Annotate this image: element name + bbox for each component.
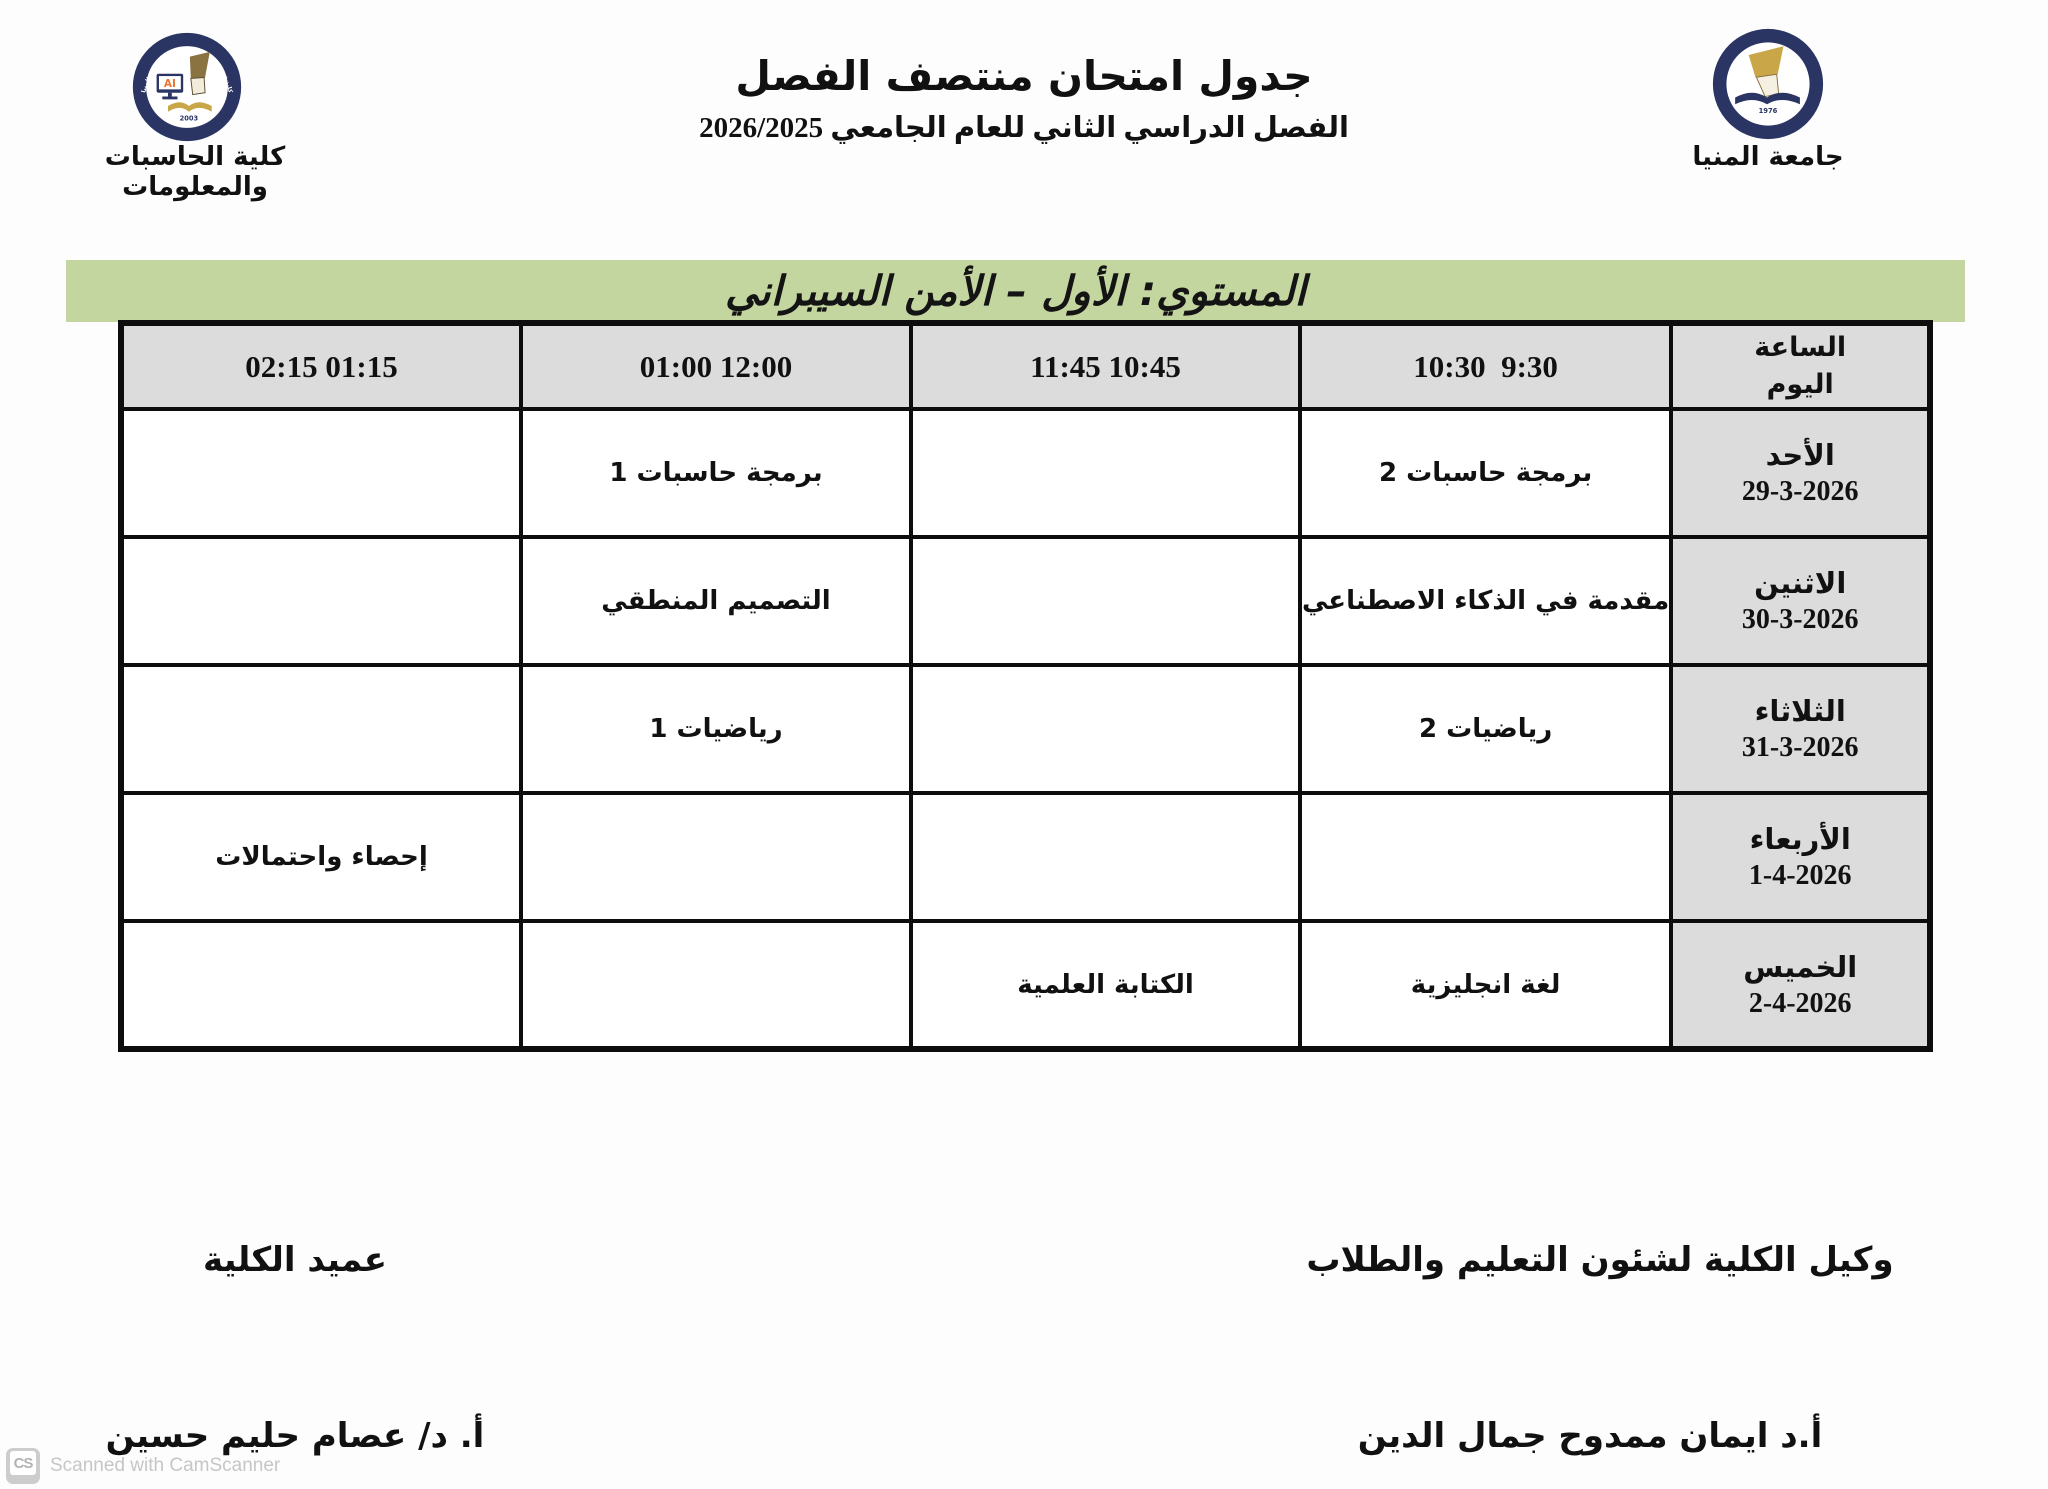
nefertiti-crown-shape [189,51,210,79]
exam-cell [909,663,1302,795]
exam-cell [119,407,523,539]
table-row-wednesday: الأربعاء 1-4-2026 إحصاء واحتمالات [119,791,1933,923]
day-date: 2-4-2026 [1748,987,1852,1019]
university-logo-year: 1976 [1759,107,1778,115]
faculty-name-label: كلية الحاسبات والمعلومات [104,142,286,202]
day-cell: الاثنين 30-3-2026 [1669,535,1933,667]
faculty-logo-year: 2003 [180,114,199,122]
exam-cell: مقدمة في الذكاء الاصطناعي [1297,535,1674,667]
day-cell: الأربعاء 1-4-2026 [1669,791,1933,923]
document-title: جدول امتحان منتصف الفصل [735,52,1313,100]
document-subtitle: الفصل الدراسي الثاني للعام الجامعي 2026/… [699,112,1349,144]
exam-timetable: الساعة اليوم 10:30 9:30 11:45 10:45 01:0… [118,320,1934,1052]
exam-cell: رياضيات 1 [519,663,913,795]
time-header-0115-0215: 02:15 01:15 [119,321,523,411]
ai-screen-text: AI [164,78,176,90]
dean-title: عميد الكلية [203,1240,387,1280]
day-date: 29-3-2026 [1741,476,1859,507]
exam-cell: إحصاء واحتمالات [119,791,523,923]
exam-cell: برمجة حاسبات 2 [1297,407,1674,539]
day-date: 31-3-2026 [1741,732,1859,763]
university-name-label: جامعة المنيا [1692,142,1844,172]
nefertiti-face-shape [190,76,206,96]
time-header-1200-0100: 01:00 12:00 [519,321,913,411]
vice-dean-name: أ.د ايمان ممدوح جمال الدين [1357,1416,1823,1456]
faculty-of-computers-logo-icon: كلية الحاسبات والمعلومات - جامعة المنيا … [132,32,242,142]
day-cell: الأحد 29-3-2026 [1669,407,1933,539]
vice-dean-title: وكيل الكلية لشئون التعليم والطلاب [1306,1240,1894,1280]
exam-cell: برمجة حاسبات 1 [519,407,913,539]
exam-cell: رياضيات 2 [1297,663,1674,795]
faculty-logo: كلية الحاسبات والمعلومات - جامعة المنيا … [130,30,244,144]
nefertiti-crown-shape [1748,46,1784,78]
day-date: 1-4-2026 [1748,860,1852,891]
corner-day-label: اليوم [1766,368,1834,400]
day-cell: الثلاثاء 31-3-2026 [1669,663,1933,795]
exam-cell [909,535,1302,667]
table-row-thursday: الخميس 2-4-2026 لغة انجليزية الكتابة الع… [119,919,1933,1051]
exam-cell: التصميم المنطقي [519,535,913,667]
corner-header-cell: الساعة اليوم [1669,321,1933,411]
table-row-tuesday: الثلاثاء 31-3-2026 رياضيات 2 رياضيات 1 [119,663,1933,795]
level-banner-text: المستوي: الأول – الأمن السيبراني [725,267,1306,315]
exam-cell [119,663,523,795]
exam-cell [1297,791,1674,923]
dean-name: أ. د/ عصام حليم حسين [105,1416,485,1456]
day-name: الأربعاء [1749,822,1851,856]
camscanner-badge-text: CS [10,1451,36,1475]
day-name: الخميس [1743,949,1858,984]
exam-cell: لغة انجليزية [1297,919,1674,1051]
day-date: 30-3-2026 [1741,604,1859,635]
exam-cell [909,791,1302,923]
exam-cell [119,919,523,1051]
time-header-1045-1145: 11:45 10:45 [909,321,1302,411]
camscanner-watermark: CS Scanned with CamScanner [6,1448,280,1484]
time-header-930-1030: 10:30 9:30 [1297,321,1674,411]
camscanner-label: Scanned with CamScanner [50,1455,281,1476]
university-logo: جامعة المنيا MINIA UNIVERSITY 1976 [1710,26,1826,142]
minia-university-logo-icon: جامعة المنيا MINIA UNIVERSITY 1976 [1712,28,1824,140]
exam-cell [909,407,1302,539]
open-book-shape [1735,92,1800,105]
day-name: الثلاثاء [1754,694,1846,728]
corner-hour-label: الساعة [1754,332,1847,364]
day-name: الأحد [1765,438,1835,472]
table-row-sunday: الأحد 29-3-2026 برمجة حاسبات 2 برمجة حاس… [119,407,1933,539]
exam-cell [119,535,523,667]
exam-table: الساعة اليوم 10:30 9:30 11:45 10:45 01:0… [118,320,1934,1052]
exam-cell [519,919,913,1051]
day-name: الاثنين [1754,566,1847,600]
open-book-shape [168,102,212,112]
exam-cell: الكتابة العلمية [909,919,1302,1051]
level-banner: المستوي: الأول – الأمن السيبراني [66,260,1965,322]
exam-cell [519,791,913,923]
table-header-row: الساعة اليوم 10:30 9:30 11:45 10:45 01:0… [119,321,1933,411]
camscanner-badge-icon: CS [6,1448,40,1484]
table-row-monday: الاثنين 30-3-2026 مقدمة في الذكاء الاصطن… [119,535,1933,667]
day-cell: الخميس 2-4-2026 [1669,919,1933,1051]
